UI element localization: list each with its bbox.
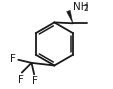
Text: F: F xyxy=(10,54,16,64)
Text: NH: NH xyxy=(73,2,88,12)
Text: 2: 2 xyxy=(83,4,87,13)
Polygon shape xyxy=(66,10,72,23)
Text: F: F xyxy=(32,76,38,87)
Text: F: F xyxy=(18,75,24,85)
